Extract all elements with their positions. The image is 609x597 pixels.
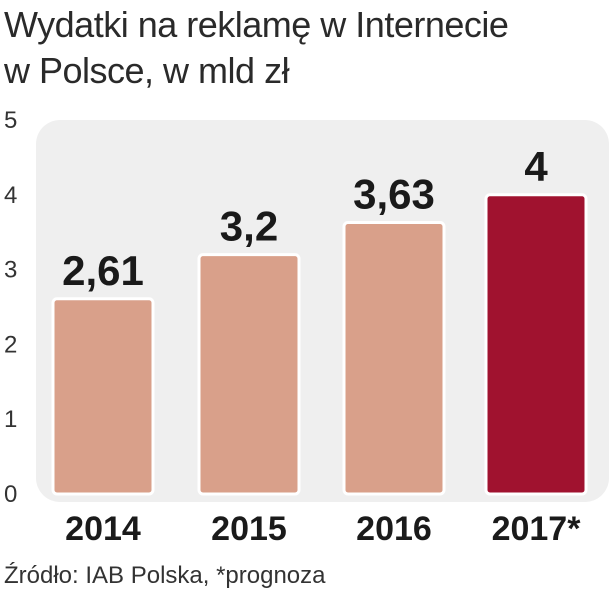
y-axis: 0 1 2 3 4 5 bbox=[4, 107, 17, 508]
x-tick-label-2017*: 2017* bbox=[492, 510, 582, 548]
chart-title-line-1: Wydatki na reklamę w Internecie bbox=[4, 4, 509, 45]
bar-2016 bbox=[342, 220, 446, 496]
data-label-2014: 2,61 bbox=[62, 247, 144, 294]
x-tick-label-2016: 2016 bbox=[356, 510, 432, 548]
x-tick-label-2015: 2015 bbox=[211, 510, 287, 548]
chart-title-line-2: w Polsce, w mld zł bbox=[4, 50, 290, 91]
bar-2017* bbox=[484, 193, 588, 496]
data-label-2016: 3,63 bbox=[353, 170, 435, 217]
bar-2015 bbox=[197, 253, 301, 496]
y-tick-label-4: 4 bbox=[4, 182, 17, 209]
y-tick-label-1: 1 bbox=[4, 406, 17, 433]
data-label-2017*: 4 bbox=[524, 143, 548, 190]
y-tick-label-0: 0 bbox=[4, 481, 17, 508]
bar-2014 bbox=[51, 297, 155, 496]
y-tick-label-3: 3 bbox=[4, 257, 17, 284]
data-labels: 2,61 3,2 3,63 4 bbox=[62, 143, 548, 294]
bars bbox=[51, 193, 588, 496]
x-tick-label-2014: 2014 bbox=[65, 510, 141, 548]
source-note: Źródło: IAB Polska, *prognoza bbox=[4, 562, 326, 589]
plot-background bbox=[36, 120, 609, 502]
y-tick-label-2: 2 bbox=[4, 331, 17, 358]
y-tick-label-5: 5 bbox=[4, 107, 17, 134]
chart-title: Wydatki na reklamę w Internecie w Polsce… bbox=[4, 2, 604, 94]
data-label-2015: 3,2 bbox=[220, 203, 278, 250]
x-axis: 2014 2015 2016 2017* bbox=[65, 510, 581, 548]
